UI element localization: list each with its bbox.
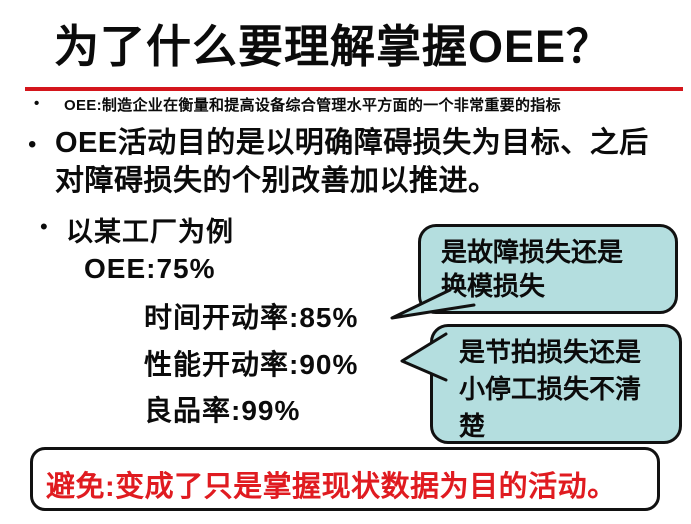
purpose-bullet-text: OEE活动目的是以明确障碍损失为目标、之后对障碍损失的个别改善加以推进。 [55,127,649,197]
bullet-icon: • [34,95,40,112]
bullet-icon: • [28,131,37,158]
metric-time-rate: 时间开动率:85% [144,302,359,333]
metric-quality-rate: 良品率:99% [144,395,301,426]
example-bullet-text: 以某工厂为例 [66,217,234,247]
intro-bullet-text: OEE:制造企业在衡量和提高设备综合管理水平方面的一个非常重要的指标 [64,97,561,114]
speech-bubble-tact-loss: 是节拍损失还是小停工损失不清楚 [430,324,682,444]
title-divider-line [25,87,683,91]
metric-oee: OEE:75% [84,253,216,284]
bullet-icon: • [40,214,48,239]
speech-bubble-fault-loss: 是故障损失还是换模损失 [418,224,678,314]
page-title: 为了什么要理解掌握OEE？ [54,21,613,72]
warning-box [30,447,660,511]
metric-performance-rate: 性能开动率:90% [144,349,359,380]
warning-text: 避免:变成了只是掌握现状数据为目的活动。 [46,471,617,503]
